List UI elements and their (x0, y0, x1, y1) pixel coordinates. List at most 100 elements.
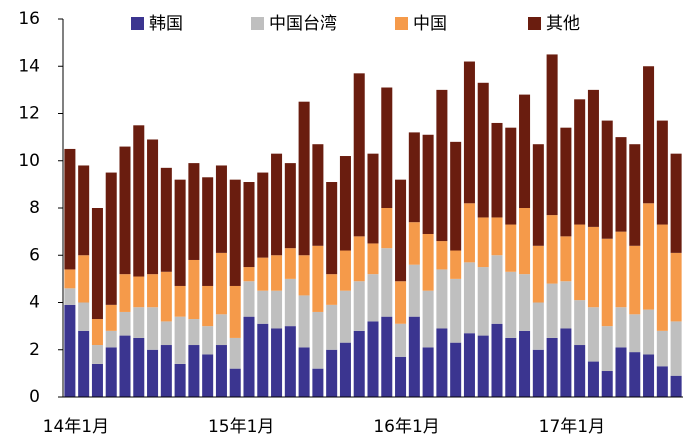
x-tick-label: 14年1月 (43, 417, 109, 437)
bar-segment (119, 146, 131, 275)
bar-segment (367, 243, 379, 275)
legend-label: 其他 (546, 14, 580, 34)
bar-segment (339, 250, 351, 291)
bar-segment (353, 73, 365, 237)
bar-segment (477, 335, 489, 397)
bar-segment (298, 255, 310, 296)
bar-segment (560, 236, 572, 282)
legend-swatch (131, 17, 144, 30)
bar-segment (215, 345, 227, 397)
legend-swatch (528, 17, 541, 30)
bar-segment (133, 307, 145, 338)
bar-segment (505, 337, 517, 397)
bar-segment (326, 274, 338, 305)
bar-segment (505, 127, 517, 225)
bar-segment (78, 255, 90, 303)
bar-segment (381, 208, 393, 249)
bar-segment (78, 165, 90, 256)
bar-segment (587, 89, 599, 227)
bar-segment (91, 363, 103, 397)
bar-segment (91, 208, 103, 320)
bar-segment (257, 290, 269, 324)
bar-segment (257, 257, 269, 291)
bar-segment (229, 337, 241, 369)
bar-segment (105, 330, 117, 348)
bar-segment (284, 278, 296, 327)
bar-segment (284, 248, 296, 279)
bar-segment (422, 290, 434, 348)
bar-segment (188, 319, 200, 346)
bar-segment (367, 274, 379, 322)
bar-segment (284, 163, 296, 249)
bar-segment (546, 54, 558, 216)
bar-segment (670, 153, 682, 253)
bar-segment (271, 255, 283, 291)
bar-segment (532, 302, 544, 350)
bar-segment (656, 120, 668, 225)
bar-segment (587, 361, 599, 397)
bar-segment (450, 278, 462, 343)
bar-segment (229, 179, 241, 286)
bar-segment (271, 153, 283, 256)
bar-segment (670, 375, 682, 397)
bar-segment (147, 139, 159, 275)
bar-segment (408, 264, 420, 317)
bar-segment (629, 314, 641, 353)
bar-segment (519, 274, 531, 331)
bar-segment (64, 288, 76, 305)
bar-segment (505, 224, 517, 272)
bar-segment (601, 371, 613, 397)
bar-segment (353, 330, 365, 397)
bar-segment (643, 309, 655, 355)
bar-segment (491, 323, 503, 397)
bar-segment (643, 66, 655, 204)
bar-segment (78, 330, 90, 397)
bar-segment (202, 285, 214, 327)
bar-segment (312, 245, 324, 312)
bar-segment (436, 328, 448, 397)
bar-segment (519, 94, 531, 208)
bar-segment (174, 179, 186, 286)
bar-segment (491, 122, 503, 218)
bar-segment (463, 203, 475, 263)
y-tick-label: 2 (29, 340, 40, 360)
bar-segment (174, 363, 186, 397)
bar-segment (367, 153, 379, 244)
bar-segment (450, 342, 462, 397)
bar-segment (463, 262, 475, 334)
bar-segment (615, 137, 627, 232)
bar-segment (395, 356, 407, 397)
bar-segment (532, 349, 544, 397)
bar-segment (656, 224, 668, 331)
bar-segment (546, 215, 558, 284)
bar-segment (64, 148, 76, 270)
bar-segment (160, 271, 172, 322)
bar-segment (408, 222, 420, 265)
bar-segment (188, 345, 200, 397)
bar-segment (271, 290, 283, 329)
bar-segment (339, 342, 351, 397)
bar-segment (381, 248, 393, 317)
x-tick-label: 15年1月 (208, 417, 274, 437)
bar-segment (408, 316, 420, 397)
x-tick-label: 17年1月 (539, 417, 605, 437)
bar-segment (560, 328, 572, 397)
bar-segment (574, 300, 586, 346)
bar-segment (436, 241, 448, 270)
y-tick-label: 10 (18, 151, 40, 171)
bar-segment (408, 132, 420, 223)
bar-segment (188, 259, 200, 320)
bar-segment (601, 120, 613, 239)
bar-segment (160, 321, 172, 346)
bar-segment (243, 182, 255, 268)
bar-segment (133, 276, 145, 308)
bar-segment (174, 285, 186, 317)
bar-segment (353, 281, 365, 331)
bar-segment (422, 347, 434, 397)
bar-segment (422, 134, 434, 234)
bar-segment (105, 347, 117, 397)
bar-segment (574, 345, 586, 397)
bar-segment (477, 267, 489, 336)
bar-segment (339, 156, 351, 251)
bar-segment (119, 274, 131, 312)
